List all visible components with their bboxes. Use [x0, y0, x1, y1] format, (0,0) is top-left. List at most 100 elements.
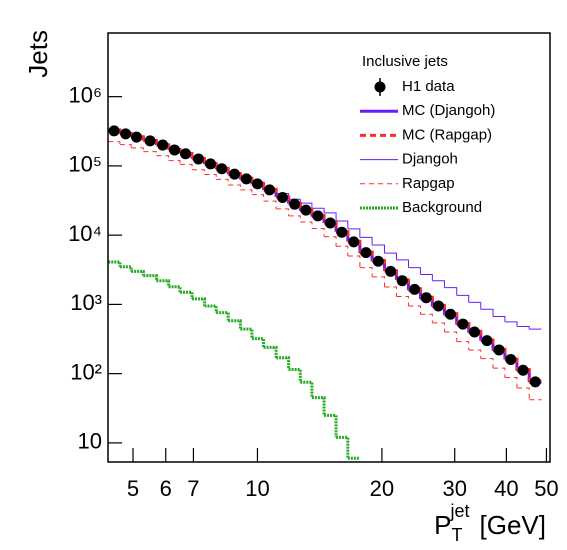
data-point: [289, 198, 301, 210]
x-label-sup: jet: [450, 501, 470, 521]
data-point: [469, 326, 481, 338]
frame: [107, 32, 551, 463]
hist-bin: [516, 325, 530, 330]
data-point: [205, 158, 217, 170]
data-point: [144, 135, 156, 147]
y-tick-label: 10²: [70, 359, 102, 384]
hist-bin: [456, 294, 470, 303]
y-tick-label: 10⁵: [68, 152, 102, 177]
hist-bin: [228, 319, 242, 330]
hist-bin: [251, 337, 266, 348]
hist-bin: [300, 202, 313, 209]
y-tick-label: 10⁴: [68, 221, 102, 246]
x-tick-label: 5: [127, 476, 139, 501]
hist-bin: [372, 244, 385, 254]
hist-bin: [288, 367, 302, 383]
hist-bin: [288, 215, 301, 222]
data-point: [264, 184, 276, 196]
data-point: [385, 265, 397, 277]
data-point: [251, 178, 263, 190]
x-tick-label: 7: [187, 476, 199, 501]
data-point: [300, 204, 312, 216]
data-point: [108, 125, 120, 137]
hist-bin: [240, 189, 253, 195]
hist-bin: [192, 297, 207, 306]
data-point: [157, 139, 169, 151]
hist-bin: [516, 387, 530, 400]
hist-bin: [347, 228, 361, 238]
hist-bin: [504, 376, 518, 389]
data-point: [348, 236, 360, 248]
x-tick-label: 30: [442, 476, 466, 501]
hist-bin: [204, 174, 217, 180]
hist-bin: [300, 380, 314, 398]
data-point: [120, 128, 132, 140]
data-point: [360, 247, 372, 259]
hist-bin: [396, 296, 409, 306]
hist-bin: [444, 287, 458, 296]
hist-bin: [324, 236, 337, 247]
hist-bin: [480, 358, 494, 369]
hist-bin: [324, 212, 337, 222]
data-point: [312, 210, 324, 222]
hist-bin: [468, 301, 482, 310]
data-point: [432, 300, 444, 312]
y-axis-label: Jets: [23, 30, 53, 78]
plot-area: [108, 125, 542, 460]
hist-bin: [384, 252, 397, 260]
hist-bin: [504, 321, 518, 327]
hist-bin: [131, 147, 144, 152]
data-point: [131, 131, 143, 143]
hist-bin: [216, 178, 229, 185]
x-label-base: P: [434, 510, 451, 540]
data-point: [505, 354, 517, 366]
data-point: [457, 318, 469, 330]
hist-bin: [359, 267, 373, 277]
hist-bin: [143, 274, 158, 281]
hist-bin: [131, 269, 145, 276]
data-point: [277, 191, 289, 203]
data-point: [336, 226, 348, 238]
hist-bin: [251, 194, 265, 202]
hist-bin: [180, 290, 194, 299]
legend-label: MC (Rapgap): [402, 126, 492, 143]
data-point: [493, 344, 505, 356]
data-point: [517, 364, 529, 376]
hist-bin: [444, 331, 458, 342]
x-axis-label: PTjet [GeV]: [434, 501, 546, 545]
hist-bin: [156, 155, 170, 161]
hist-bin: [108, 141, 121, 145]
hist-bin: [156, 279, 171, 287]
data-point: [180, 148, 192, 160]
legend-label: Djangoh: [402, 151, 458, 168]
data-point: [192, 153, 204, 165]
hist-bin: [493, 367, 506, 378]
hist-bin: [276, 208, 290, 216]
hist-bin: [143, 151, 157, 156]
hist-bin: [300, 221, 313, 229]
y-tick-label: 10: [78, 429, 102, 454]
legend-label: H1 data: [402, 78, 455, 95]
x-tick-label: 6: [160, 476, 172, 501]
hist-bin: [480, 308, 494, 317]
data-point: [409, 283, 421, 295]
legend-label: Rapgap: [402, 175, 455, 192]
hist-bin: [408, 305, 421, 315]
hist-bin: [119, 265, 133, 272]
hist-bin: [359, 236, 373, 246]
x-label-unit: [GeV]: [480, 510, 546, 540]
data-point: [396, 275, 408, 287]
hist-bin: [108, 260, 122, 267]
x-tick-label: 50: [534, 476, 558, 501]
data-point: [240, 173, 252, 185]
hist-bin: [216, 311, 230, 321]
hist-bin: [204, 304, 218, 313]
hist-bin: [311, 227, 325, 237]
hist-bin: [396, 259, 409, 268]
hist-bin: [263, 345, 278, 358]
hist-bin: [240, 327, 254, 339]
hist-bin: [432, 280, 445, 288]
hist-bin: [276, 356, 291, 370]
data-point: [420, 292, 432, 304]
